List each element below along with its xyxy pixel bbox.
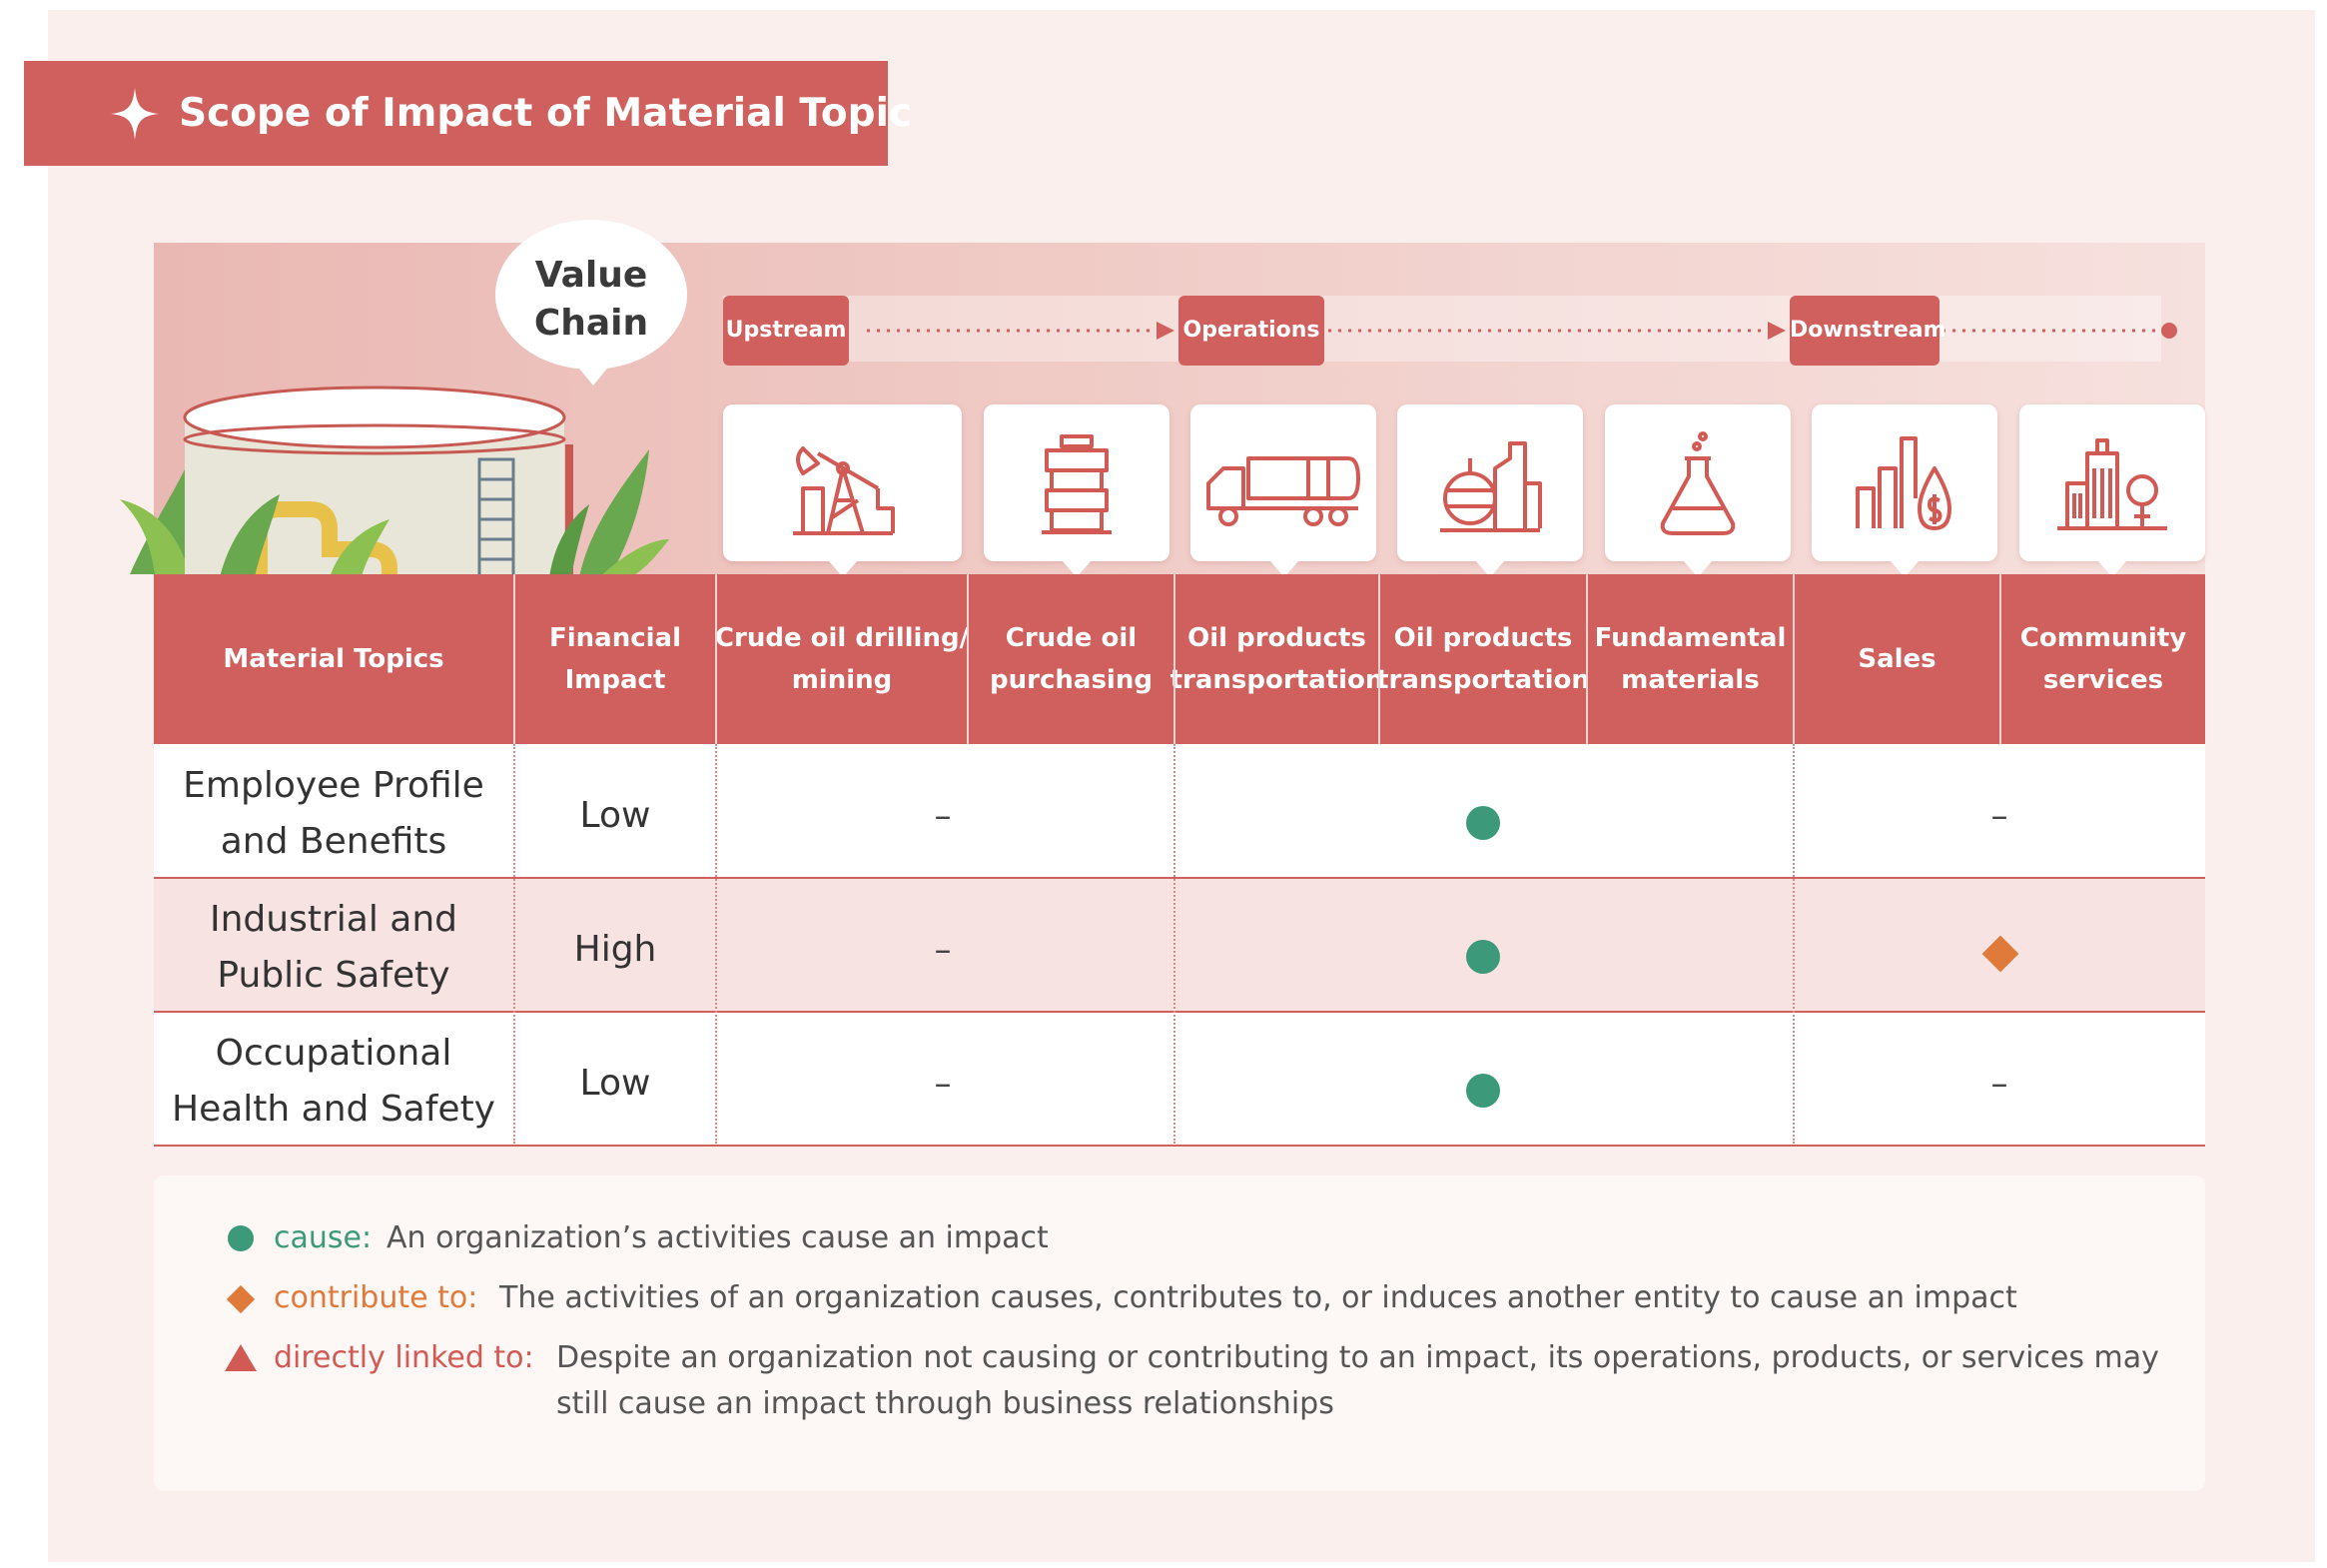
stage-downstream: Downstream: [1790, 296, 1946, 366]
cause-legend-icon: [228, 1225, 254, 1251]
legend-term-directly-linked: directly linked to:: [274, 1340, 534, 1375]
header-community-services: Community services: [2019, 623, 2187, 695]
legend-term-contribute: contribute to:: [274, 1280, 478, 1315]
financial-impact-cell: Low: [579, 795, 651, 836]
header-oil-transport-operations: Oil products transportation: [1376, 623, 1590, 695]
city-buildings-icon: [2057, 437, 2167, 530]
icon-card-tail: [1063, 561, 1091, 577]
header-divider: [1999, 574, 2001, 744]
refinery-icon: [1440, 440, 1542, 532]
value-chain-bubble: [495, 220, 687, 370]
no-impact-dash: –: [934, 930, 952, 970]
header-divider: [967, 574, 969, 744]
title-banner: Scope of Impact of Material Topic: [24, 61, 912, 166]
header-divider: [1793, 574, 1795, 744]
topic-cell: Industrial and Public Safety: [209, 899, 457, 996]
header-divider: [1173, 574, 1175, 744]
header-crude-purchasing: Crude oil purchasing: [990, 623, 1153, 695]
row-divider: [154, 877, 2205, 879]
no-impact-dash: –: [934, 796, 952, 836]
financial-impact-cell: High: [573, 929, 657, 970]
flask-icon: [1660, 430, 1736, 535]
sales-chart-icon: [1856, 435, 1951, 530]
oil-pump-icon: [792, 445, 895, 535]
header-fundamental-materials: Fundamental materials: [1594, 623, 1787, 695]
icon-card-fundamental: [1605, 404, 1791, 561]
header-financial-impact: Financial Impact: [548, 623, 682, 695]
table-row: [154, 1013, 2205, 1146]
value-chain-label-line2: Chain: [533, 303, 649, 344]
no-impact-dash: –: [1990, 1064, 2008, 1104]
table-row: [154, 879, 2205, 1012]
column-divider: [1793, 744, 1795, 1144]
column-divider: [715, 744, 717, 1144]
icon-card-sales: [1812, 404, 1997, 561]
legend-box: [154, 1176, 2205, 1491]
icon-card-crude-purchasing: [984, 404, 1169, 561]
icon-card-tail: [1270, 561, 1298, 577]
header-material-topics: Material Topics: [223, 644, 444, 674]
column-divider: [513, 744, 515, 1144]
header-divider: [513, 574, 515, 744]
table-header: [154, 574, 2205, 744]
directly-linked-legend-icon: [225, 1344, 257, 1371]
icon-card-community: [2019, 404, 2205, 561]
no-impact-dash: –: [1990, 796, 2008, 836]
page-title: Scope of Impact of Material Topic: [179, 91, 913, 136]
legend-desc-directly-linked: Despite an organization not causing or c…: [556, 1340, 2159, 1421]
icon-card-crude-drilling: [723, 404, 962, 561]
icon-card-tail: [2098, 561, 2126, 577]
stage-upstream: Upstream: [723, 296, 849, 366]
stage-operations: Operations: [1178, 296, 1324, 366]
row-divider: [154, 1011, 2205, 1013]
cause-marker: [1466, 1074, 1500, 1108]
sparkle-icon: [111, 88, 159, 140]
storage-tank-illustration: [120, 386, 669, 579]
row-divider: [154, 1145, 2205, 1147]
icon-card-tail: [1684, 561, 1712, 577]
cause-marker: [1466, 806, 1500, 840]
legend-desc-contribute: The activities of an organization causes…: [499, 1280, 2017, 1315]
header-divider: [1586, 574, 1588, 744]
tanker-truck-icon: [1206, 455, 1360, 526]
header-crude-drilling: Crude oil drilling/mining: [714, 623, 970, 695]
table-row: [154, 744, 2205, 877]
column-divider: [1173, 744, 1175, 1144]
topic-cell: Occupational Health and Safety: [172, 1033, 495, 1130]
icon-card-tail: [1891, 561, 1919, 577]
header-divider: [715, 574, 717, 744]
cause-marker: [1466, 940, 1500, 974]
oil-barrel-icon: [1042, 433, 1112, 534]
value-chain-label-line1: Value: [534, 255, 648, 296]
header-oil-transport-upstream: Oil products transportation: [1169, 623, 1384, 695]
header-sales: Sales: [1858, 644, 1937, 674]
icon-card-oil-transport-up: [1190, 404, 1376, 561]
financial-impact-cell: Low: [579, 1063, 651, 1104]
icon-card-tail: [829, 561, 857, 577]
value-chain-bubble-tail: [575, 364, 611, 386]
icon-card-tail: [1476, 561, 1504, 577]
topic-cell: Employee Profile and Benefits: [183, 765, 484, 862]
icon-card-oil-transport-ops: [1397, 404, 1583, 561]
legend-desc-cause: An organization’s activities cause an im…: [387, 1220, 1049, 1255]
header-divider: [1378, 574, 1380, 744]
no-impact-dash: –: [934, 1064, 952, 1104]
value-chain-label: Value Chain: [495, 252, 687, 348]
legend-term-cause: cause:: [274, 1220, 373, 1255]
